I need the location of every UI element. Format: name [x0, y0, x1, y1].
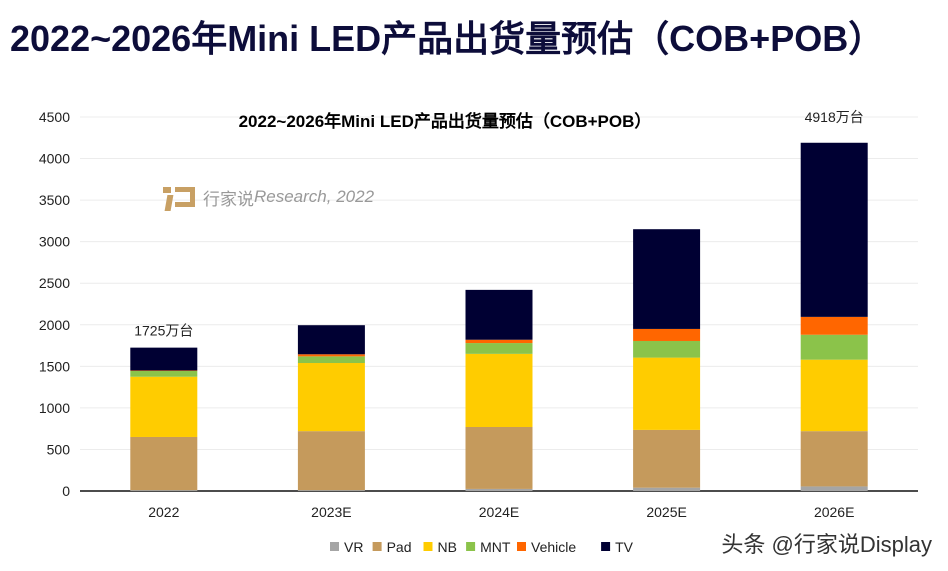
legend-label-nb: NB — [438, 539, 457, 555]
legend-label-tv: TV — [615, 539, 634, 555]
x-tick-label: 2026E — [814, 504, 854, 520]
y-tick-label: 4500 — [39, 109, 70, 125]
bar-pad-2022 — [130, 436, 198, 491]
y-tick-label: 2500 — [39, 275, 70, 291]
bar-tv-2023E — [297, 325, 365, 355]
bar-tv-2026E — [800, 142, 868, 317]
bar-pad-2026E — [800, 431, 868, 487]
bar-nb-2024E — [465, 353, 533, 428]
bar-tv-2025E — [633, 229, 701, 329]
bar-vr-2026E — [800, 486, 868, 491]
bar-vr-2023E — [297, 490, 365, 491]
bar-nb-2026E — [800, 359, 868, 432]
bar-vr-2024E — [465, 488, 533, 491]
bar-nb-2022 — [130, 376, 198, 437]
bar-vehicle-2024E — [465, 339, 533, 344]
legend-swatch-mnt — [466, 542, 476, 551]
legend-label-vehicle: Vehicle — [531, 539, 576, 555]
legend-label-pad: Pad — [387, 539, 412, 555]
y-tick-label: 3000 — [39, 234, 70, 250]
bar-nb-2023E — [297, 363, 365, 432]
bar-vehicle-2025E — [633, 328, 701, 341]
bar-mnt-2026E — [800, 334, 868, 360]
legend-swatch-vr — [330, 542, 339, 551]
watermark-brand: 行家说 — [203, 189, 254, 209]
bar-mnt-2025E — [633, 340, 701, 358]
x-tick-label: 2025E — [646, 504, 686, 520]
legend-swatch-tv — [601, 542, 611, 551]
y-tick-label: 1000 — [39, 400, 70, 416]
total-annotation: 4918万台 — [805, 109, 864, 125]
y-tick-label: 0 — [62, 483, 70, 499]
x-tick-label: 2023E — [311, 504, 351, 520]
bar-pad-2023E — [297, 431, 365, 491]
bar-mnt-2023E — [297, 356, 365, 364]
y-tick-label: 2000 — [39, 317, 70, 333]
watermark-text: Research, 2022 — [254, 187, 375, 206]
bar-mnt-2024E — [465, 343, 533, 354]
bar-vehicle-2026E — [800, 316, 868, 335]
watermark: 行家说 Research, 2022 — [163, 183, 374, 211]
x-tick-label: 2022 — [148, 504, 179, 520]
x-tick-label: 2024E — [479, 504, 519, 520]
total-annotation: 1725万台 — [134, 323, 193, 339]
y-tick-label: 3500 — [39, 192, 70, 208]
legend-label-vr: VR — [344, 539, 363, 555]
y-tick-label: 500 — [47, 441, 71, 457]
footer-credit: 头条 @行家说Display — [721, 532, 932, 557]
bar-mnt-2022 — [130, 370, 198, 377]
legend-swatch-nb — [423, 542, 433, 551]
y-tick-label: 1500 — [39, 358, 70, 374]
bar-tv-2024E — [465, 289, 533, 340]
legend-swatch-vehicle — [517, 542, 526, 551]
bar-pad-2024E — [465, 427, 533, 489]
bar-vr-2022 — [130, 490, 198, 491]
bar-nb-2025E — [633, 357, 701, 430]
bar-vr-2025E — [633, 487, 701, 491]
page-title: 2022~2026年Mini LED产品出货量预估（COB+POB） — [10, 18, 885, 59]
legend-swatch-pad — [372, 542, 382, 551]
y-tick-label: 4000 — [39, 151, 70, 167]
legend-label-mnt: MNT — [480, 539, 511, 555]
bar-pad-2025E — [633, 429, 701, 488]
bar-tv-2022 — [130, 347, 198, 371]
brand-logo-icon — [163, 183, 195, 211]
bar-vehicle-2023E — [297, 354, 365, 357]
chart-title: 2022~2026年Mini LED产品出货量预估（COB+POB） — [239, 111, 652, 131]
